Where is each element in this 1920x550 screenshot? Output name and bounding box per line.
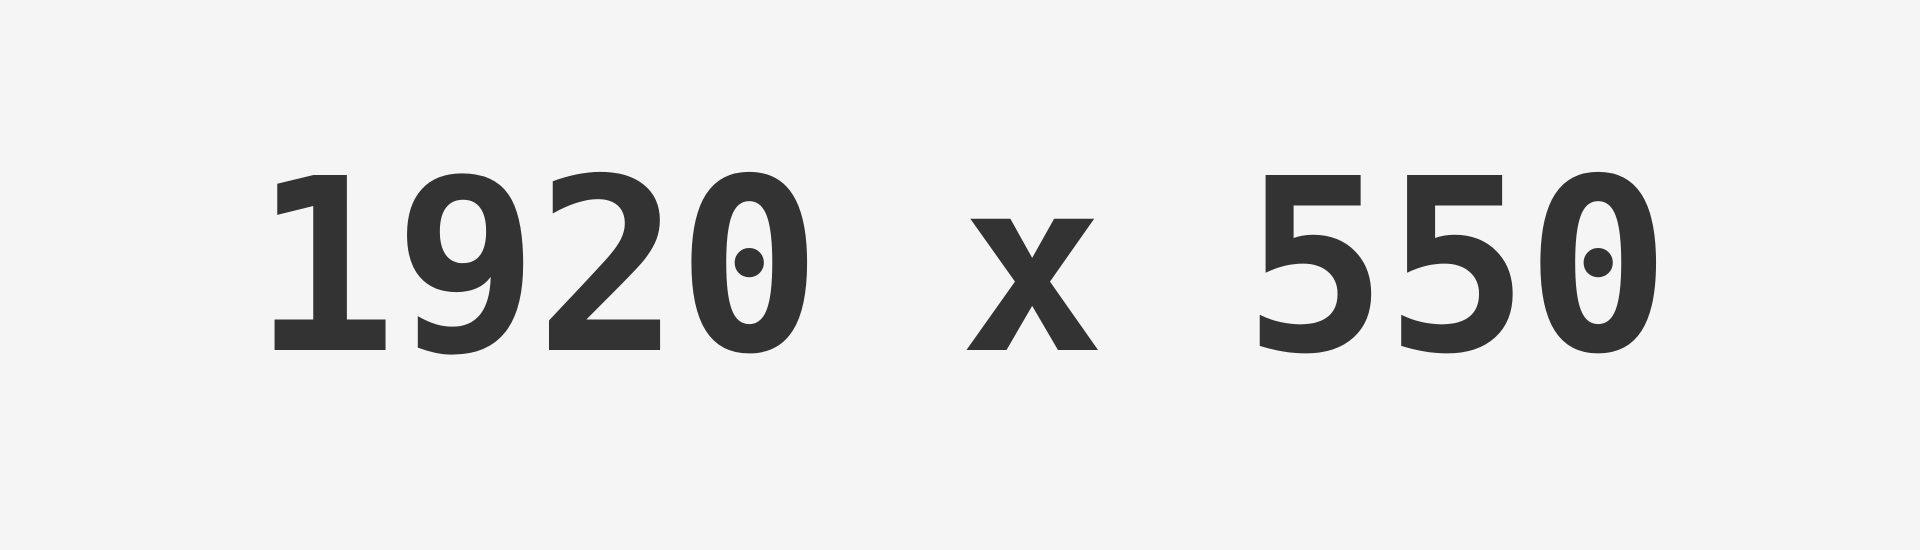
placeholder-canvas: 1920 x 550 — [252, 127, 1671, 407]
dimension-label: 1920 x 550 — [252, 127, 1671, 407]
